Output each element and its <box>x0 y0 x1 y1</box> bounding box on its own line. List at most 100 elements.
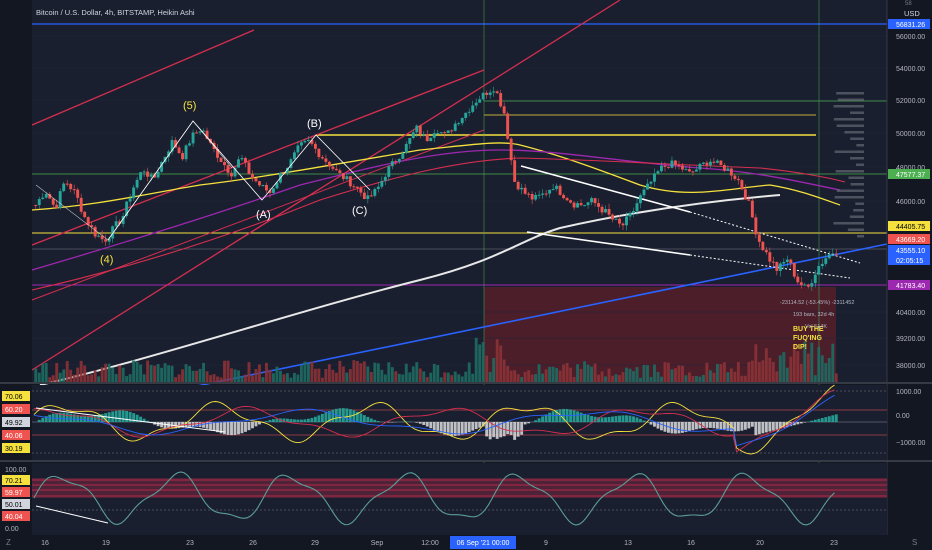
candle-body <box>174 140 178 148</box>
volume-bar <box>509 370 513 382</box>
histogram-bar <box>796 422 800 425</box>
volume-bar <box>41 363 45 382</box>
histogram-bar <box>499 422 503 438</box>
histogram-bar <box>520 422 524 435</box>
candle-body <box>195 132 198 134</box>
volume-bar <box>694 375 698 382</box>
volume-bar <box>562 364 566 382</box>
settings-button[interactable]: S <box>912 538 917 547</box>
histogram-bar <box>646 422 649 423</box>
candle-body <box>810 283 814 287</box>
volume-bar <box>583 361 587 382</box>
wedge-top <box>520 165 691 213</box>
histogram-bar <box>694 422 698 430</box>
candle-body <box>590 198 594 203</box>
volume-bar <box>541 373 545 382</box>
zoom-button[interactable]: Z <box>6 538 11 547</box>
volume-bar <box>244 374 247 382</box>
candle-body <box>100 235 104 240</box>
histogram-bar <box>233 422 237 435</box>
volume-profile-bar <box>834 150 864 153</box>
volume-bar <box>768 357 772 382</box>
candle-body <box>48 194 52 199</box>
histogram-bar <box>604 417 607 422</box>
volume-profile-bar <box>853 209 864 212</box>
volume-bar <box>729 368 733 382</box>
volume-bar <box>135 362 139 382</box>
volume-bar <box>397 373 401 382</box>
histogram-bar <box>600 417 604 422</box>
volume-bar <box>785 367 789 382</box>
volume-bar <box>118 365 122 382</box>
oscillator-1-pane[interactable] <box>32 384 887 460</box>
volume-bar <box>139 364 143 382</box>
volume-bar <box>530 374 534 382</box>
candle-body <box>834 253 838 255</box>
volume-bar <box>132 360 136 382</box>
candle-body <box>247 162 251 174</box>
histogram-bar <box>743 422 747 430</box>
price-tag <box>888 169 930 179</box>
volume-bar <box>380 369 384 382</box>
osc2-badge-label: 59.97 <box>5 490 23 497</box>
volume-bar <box>272 373 275 382</box>
volume-bar <box>394 371 398 382</box>
histogram-bar <box>726 422 730 431</box>
histogram-bar <box>834 414 838 422</box>
candle-body <box>83 211 87 218</box>
price-axis[interactable] <box>887 0 932 535</box>
candle-body <box>408 138 412 144</box>
candle-body <box>792 263 796 277</box>
histogram-bar <box>100 414 104 422</box>
volume-bar <box>156 364 160 382</box>
histogram-bar <box>789 422 793 427</box>
volume-bar <box>352 360 356 382</box>
volume-bar <box>345 372 349 382</box>
volume-bar <box>58 372 62 382</box>
price-tag <box>888 245 930 255</box>
histogram-bar <box>639 418 642 422</box>
histogram-bar <box>663 422 667 432</box>
volume-bar <box>285 373 289 382</box>
volume-profile-bar <box>837 98 864 101</box>
candle-body <box>660 165 663 172</box>
volume-bar <box>764 348 768 382</box>
volume-bar <box>639 377 642 382</box>
volume-bar <box>527 370 531 382</box>
candle-body <box>34 204 38 206</box>
volume-bar <box>422 371 426 382</box>
volume-bar <box>153 365 157 382</box>
candle-body <box>97 235 101 237</box>
time-tick-label: 06 Sep '21 00:00 <box>457 540 510 547</box>
oscillator-1-axis: 1000.00 0.00 −1000.00 <box>896 389 925 447</box>
histogram-bar <box>684 422 688 433</box>
candle-body <box>446 130 450 133</box>
volume-profile-bar <box>855 163 864 166</box>
candle-body <box>478 99 482 103</box>
volume-bar <box>705 362 709 382</box>
wave-label-4: (4) <box>100 254 113 266</box>
volume-bar <box>492 357 496 382</box>
volume-bar <box>373 362 377 382</box>
candle-body <box>380 180 384 187</box>
time-tick-label: 29 <box>311 540 319 547</box>
candle-body <box>139 172 143 180</box>
candle-body <box>156 171 160 178</box>
histogram-bar <box>660 422 663 431</box>
candle-body <box>492 91 496 93</box>
candle-body <box>764 250 768 253</box>
oscillator-2-pane[interactable] <box>32 463 887 535</box>
candle-body <box>509 138 513 161</box>
volume-bar <box>198 368 202 382</box>
volume-bar <box>219 377 223 382</box>
volume-bar <box>62 369 66 382</box>
histogram-bar <box>478 422 482 428</box>
candle-body <box>348 176 352 187</box>
candle-body <box>712 161 716 163</box>
histogram-bar <box>771 422 775 431</box>
candle-body <box>817 266 821 275</box>
histogram-bar <box>450 422 454 436</box>
candle-body <box>338 170 342 174</box>
volume-bar <box>181 369 185 382</box>
